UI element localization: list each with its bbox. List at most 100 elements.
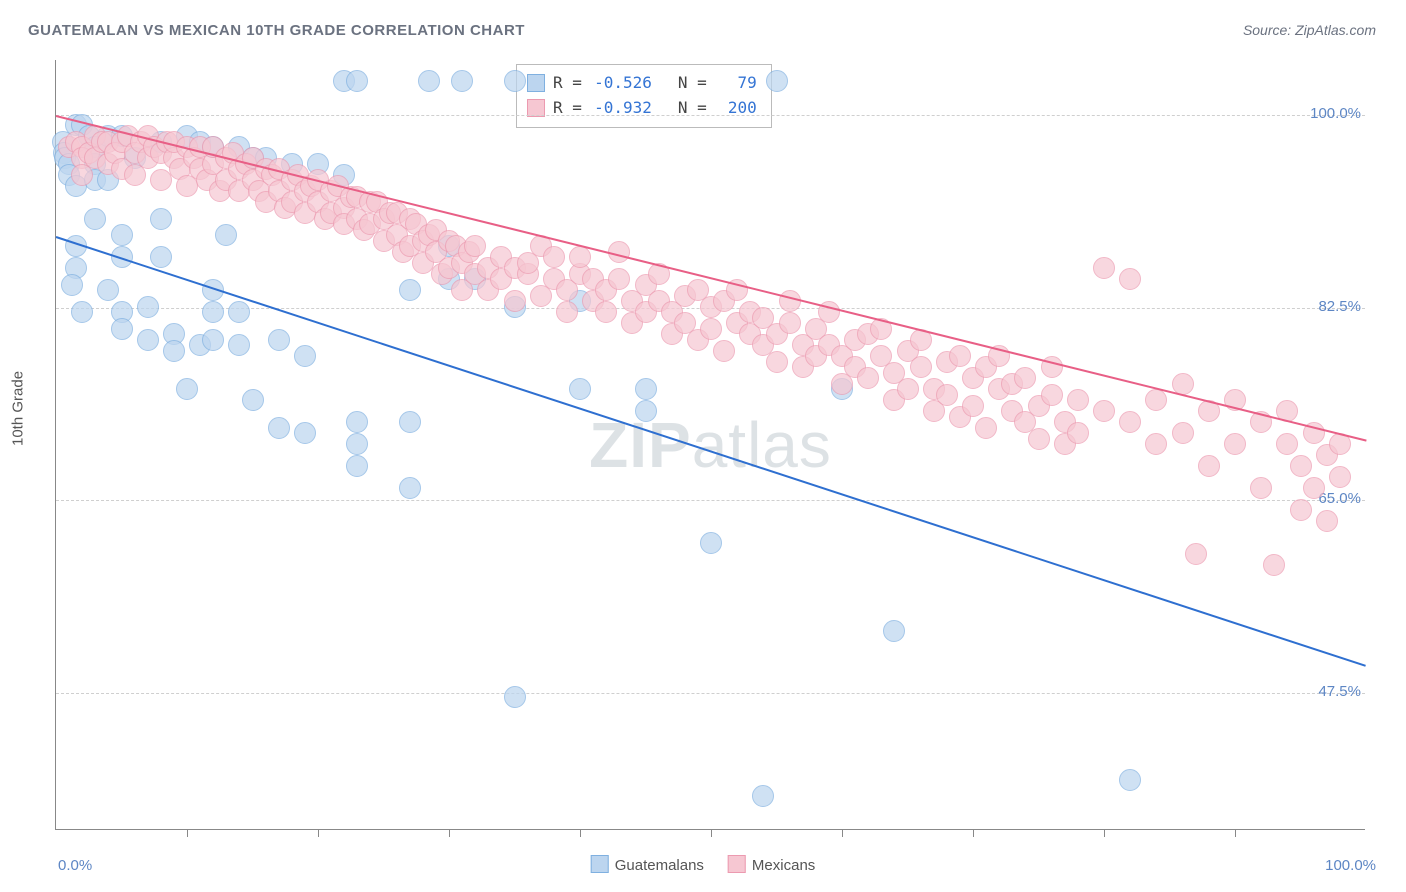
legend-swatch-guatemalans [591, 855, 609, 873]
y-tick-label: 47.5% [1301, 683, 1361, 700]
data-point-mexicans [897, 378, 919, 400]
data-point-mexicans [608, 268, 630, 290]
data-point-mexicans [1093, 257, 1115, 279]
data-point-mexicans [595, 301, 617, 323]
data-point-guatemalans [268, 329, 290, 351]
data-point-mexicans [504, 290, 526, 312]
data-point-mexicans [1093, 400, 1115, 422]
data-point-guatemalans [71, 301, 93, 323]
stat-row: R =-0.526N =79 [527, 71, 757, 96]
stat-n-label: N = [678, 71, 707, 96]
data-point-mexicans [1316, 510, 1338, 532]
x-tick [711, 829, 712, 837]
data-point-mexicans [1067, 422, 1089, 444]
data-point-mexicans [1145, 433, 1167, 455]
stat-n-value: 79 [715, 71, 757, 96]
x-axis-max-label: 100.0% [1325, 857, 1376, 874]
data-point-mexicans [1329, 466, 1351, 488]
legend-swatch-mexicans [728, 855, 746, 873]
gridline [56, 500, 1365, 501]
data-point-guatemalans [346, 433, 368, 455]
data-point-mexicans [1119, 411, 1141, 433]
data-point-mexicans [1067, 389, 1089, 411]
data-point-mexicans [713, 340, 735, 362]
stat-r-value: -0.932 [590, 96, 652, 121]
watermark: ZIPatlas [589, 408, 832, 482]
x-tick [580, 829, 581, 837]
data-point-guatemalans [176, 378, 198, 400]
legend-label-guatemalans: Guatemalans [615, 857, 704, 874]
y-tick-label: 100.0% [1301, 105, 1361, 122]
data-point-mexicans [1172, 422, 1194, 444]
data-point-mexicans [779, 290, 801, 312]
data-point-mexicans [556, 301, 578, 323]
data-point-guatemalans [150, 208, 172, 230]
data-point-mexicans [1263, 554, 1285, 576]
data-point-mexicans [1303, 477, 1325, 499]
data-point-mexicans [1224, 433, 1246, 455]
x-tick [318, 829, 319, 837]
x-tick [973, 829, 974, 837]
source-attribution: Source: ZipAtlas.com [1243, 22, 1376, 38]
data-point-guatemalans [84, 208, 106, 230]
x-tick [187, 829, 188, 837]
data-point-guatemalans [504, 686, 526, 708]
data-point-mexicans [608, 241, 630, 263]
data-point-mexicans [779, 312, 801, 334]
y-axis-label: 10th Grade [10, 371, 27, 446]
data-point-mexicans [1119, 268, 1141, 290]
stat-r-label: R = [553, 96, 582, 121]
data-point-mexicans [1290, 455, 1312, 477]
gridline [56, 115, 1365, 116]
stat-row: R = -0.932 N = 200 [527, 96, 757, 121]
data-point-guatemalans [399, 411, 421, 433]
data-point-guatemalans [883, 620, 905, 642]
source-link[interactable]: ZipAtlas.com [1295, 22, 1376, 38]
data-point-guatemalans [150, 246, 172, 268]
stat-n-label: N = [678, 96, 707, 121]
source-prefix: Source: [1243, 22, 1295, 38]
scatter-plot-area: ZIPatlas R =-0.526N =79R =-0.932N =200 4… [55, 60, 1365, 830]
data-point-mexicans [700, 318, 722, 340]
data-point-guatemalans [242, 389, 264, 411]
data-point-guatemalans [399, 477, 421, 499]
x-tick [1235, 829, 1236, 837]
data-point-guatemalans [346, 70, 368, 92]
chart-title: GUATEMALAN VS MEXICAN 10TH GRADE CORRELA… [28, 22, 525, 39]
data-point-mexicans [150, 169, 172, 191]
data-point-mexicans [1014, 367, 1036, 389]
data-point-guatemalans [418, 70, 440, 92]
data-point-guatemalans [97, 279, 119, 301]
data-point-mexicans [1276, 433, 1298, 455]
data-point-guatemalans [700, 532, 722, 554]
x-axis-min-label: 0.0% [58, 857, 92, 874]
data-point-guatemalans [111, 318, 133, 340]
data-point-guatemalans [294, 345, 316, 367]
data-point-guatemalans [504, 70, 526, 92]
stat-r-label: R = [553, 71, 582, 96]
legend-label-mexicans: Mexicans [752, 857, 815, 874]
x-tick [842, 829, 843, 837]
data-point-guatemalans [202, 301, 224, 323]
data-point-mexicans [543, 246, 565, 268]
data-point-guatemalans [752, 785, 774, 807]
data-point-guatemalans [215, 224, 237, 246]
data-point-mexicans [766, 351, 788, 373]
data-point-guatemalans [451, 70, 473, 92]
stat-n-value: 200 [715, 96, 757, 121]
data-point-mexicans [962, 395, 984, 417]
data-point-guatemalans [399, 279, 421, 301]
data-point-guatemalans [137, 296, 159, 318]
data-point-mexicans [910, 356, 932, 378]
data-point-guatemalans [766, 70, 788, 92]
data-point-guatemalans [111, 224, 133, 246]
correlation-stats-box: R =-0.526N =79R =-0.932N =200 [516, 64, 772, 128]
data-point-guatemalans [228, 301, 250, 323]
data-point-mexicans [857, 367, 879, 389]
data-point-guatemalans [163, 340, 185, 362]
data-point-mexicans [1185, 543, 1207, 565]
data-point-mexicans [464, 235, 486, 257]
data-point-mexicans [1198, 455, 1220, 477]
stat-swatch [527, 74, 545, 92]
data-point-mexicans [1145, 389, 1167, 411]
